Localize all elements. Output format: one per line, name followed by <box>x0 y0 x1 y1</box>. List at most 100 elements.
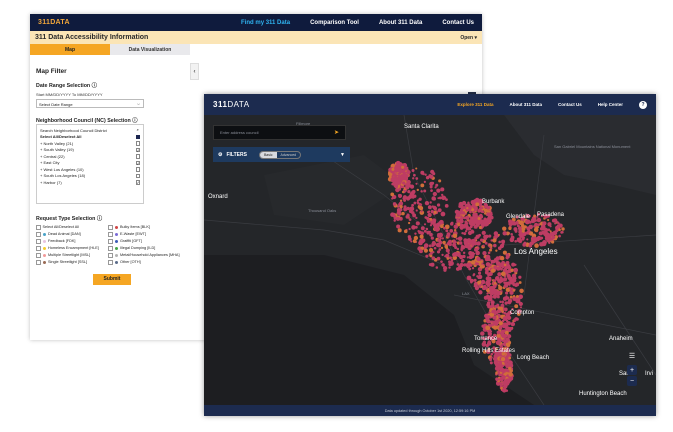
request-point <box>457 236 463 241</box>
request-type-option[interactable]: Homeless Encampment [HLE] <box>36 246 108 251</box>
checkbox[interactable] <box>108 246 113 251</box>
request-point <box>498 321 503 326</box>
checkbox[interactable] <box>36 225 41 230</box>
request-type-option[interactable]: Illegal Dumping [ILD] <box>108 246 180 251</box>
nc-item[interactable]: + South Valley (19) ✓ <box>40 147 140 153</box>
request-point <box>520 216 525 222</box>
info-icon[interactable]: ⓘ <box>91 83 97 89</box>
request-point <box>428 263 432 267</box>
checkbox[interactable] <box>108 225 113 230</box>
front-logo[interactable]: 311DATA <box>213 100 250 109</box>
request-point <box>537 212 540 216</box>
help-icon[interactable]: ? <box>639 100 647 109</box>
logo[interactable]: 311DATA <box>38 19 70 26</box>
checkbox[interactable] <box>36 260 41 265</box>
checkbox[interactable]: ✓ <box>135 160 140 166</box>
checkbox[interactable] <box>36 239 41 244</box>
request-point <box>485 281 489 286</box>
request-point <box>508 276 513 282</box>
checkbox[interactable] <box>36 232 41 237</box>
nc-search-input[interactable]: Search Neighborhood Council District ⌕ <box>40 127 139 133</box>
nav-explore[interactable]: Explore 311 Data <box>457 102 494 107</box>
request-point <box>509 369 513 373</box>
info-icon[interactable]: ⓘ <box>96 216 103 222</box>
locate-arrow-icon[interactable]: ➤ <box>333 130 339 136</box>
request-point <box>423 243 429 248</box>
checkbox[interactable] <box>135 167 140 172</box>
request-type-option[interactable]: Other [OTH] <box>108 260 180 265</box>
request-type-option[interactable]: Bulky Items [BLK] <box>108 225 180 230</box>
checkbox[interactable]: ✓ <box>135 180 140 185</box>
nc-item[interactable]: + Harbor (7) ✓ <box>40 179 140 185</box>
request-point <box>394 180 400 186</box>
address-search-input[interactable]: Enter address council ➤ <box>213 125 346 140</box>
checkbox[interactable] <box>36 246 41 251</box>
filter-mode-toggle[interactable]: Basic Advanced <box>258 150 302 159</box>
request-point <box>494 362 500 367</box>
nc-item[interactable]: + South Los Angeles (18) <box>40 173 140 180</box>
request-point <box>512 294 516 298</box>
gear-icon[interactable]: ⚙ <box>218 151 223 158</box>
request-type-option[interactable]: Dead Animal [DAN] <box>36 232 108 237</box>
request-point <box>484 266 490 272</box>
request-point <box>502 231 507 236</box>
request-point <box>507 321 510 325</box>
tab-map[interactable]: Map <box>30 44 110 55</box>
request-point <box>496 263 499 267</box>
request-point <box>519 306 523 309</box>
request-type-option[interactable]: Single Streetlight [SSL] <box>36 260 108 265</box>
request-point <box>408 227 411 231</box>
submit-button[interactable]: Submit <box>93 273 131 285</box>
checkbox[interactable] <box>135 141 140 146</box>
checkbox[interactable] <box>36 253 41 258</box>
checkbox[interactable] <box>135 173 140 178</box>
tab-data-visualization[interactable]: Data Visualization <box>110 44 190 55</box>
request-point <box>396 167 401 173</box>
toggle-advanced[interactable]: Advanced <box>280 152 297 157</box>
list-icon[interactable]: ☰ <box>628 353 636 360</box>
map-canvas[interactable]: Santa Clarita Fillmore San Gabriel Mountai… <box>204 115 656 405</box>
nc-item[interactable]: + West Los Angeles (10) <box>40 166 140 173</box>
nc-item[interactable]: + East City ✓ <box>40 160 140 166</box>
request-point <box>483 208 488 213</box>
request-type-option[interactable]: Metal/Household Appliances [MHA] <box>108 253 180 258</box>
date-range-select[interactable]: Select Date Range <box>36 99 144 108</box>
nav-find-my-data[interactable]: Find my 311 Data <box>241 19 291 26</box>
nav-contact[interactable]: Contact Us <box>442 19 474 26</box>
info-icon[interactable]: ⓘ <box>132 118 138 124</box>
chevron-down-icon[interactable]: ▼ <box>340 151 345 158</box>
open-toggle[interactable]: Open ▾ <box>460 34 477 41</box>
request-type-option[interactable]: Graffiti [GFT] <box>108 239 180 244</box>
checkbox[interactable] <box>108 253 113 258</box>
request-point <box>533 214 537 218</box>
nc-item[interactable]: + North Valley (21) <box>40 140 140 147</box>
nc-select-all[interactable]: Select All/Deselect All <box>40 134 140 141</box>
nav-about[interactable]: About 311 Data <box>509 102 542 107</box>
zoom-out-button[interactable]: − <box>627 376 637 386</box>
collapse-panel-button[interactable]: ‹ <box>190 63 199 80</box>
request-type-option[interactable]: Select All/Deselect All <box>36 225 108 230</box>
request-point <box>392 214 396 218</box>
request-point <box>488 245 491 248</box>
request-point <box>411 168 415 172</box>
nav-contact[interactable]: Contact Us <box>557 102 582 107</box>
nav-help-center[interactable]: Help Center <box>597 102 623 107</box>
zoom-in-button[interactable]: + <box>627 365 637 375</box>
request-point <box>460 223 464 227</box>
request-point <box>506 260 510 264</box>
checkbox[interactable]: ✓ <box>135 147 140 153</box>
nc-item[interactable]: + Central (22) <box>40 153 140 160</box>
request-type-option[interactable]: E-Waste [EWT] <box>108 232 180 237</box>
request-type-option[interactable]: Multiple Streetlight [MSL] <box>36 253 108 258</box>
request-type-option[interactable]: Feedback [FDK] <box>36 239 108 244</box>
checkbox[interactable] <box>108 239 113 244</box>
nav-about[interactable]: About 311 Data <box>378 19 423 26</box>
checkbox[interactable] <box>135 134 140 139</box>
request-point <box>537 223 541 227</box>
nav-comparison-tool[interactable]: Comparison Tool <box>310 19 359 26</box>
checkbox[interactable] <box>108 232 113 237</box>
request-point <box>423 229 427 233</box>
checkbox[interactable] <box>135 154 140 159</box>
checkbox[interactable] <box>108 260 113 265</box>
toggle-basic[interactable]: Basic <box>259 151 277 158</box>
